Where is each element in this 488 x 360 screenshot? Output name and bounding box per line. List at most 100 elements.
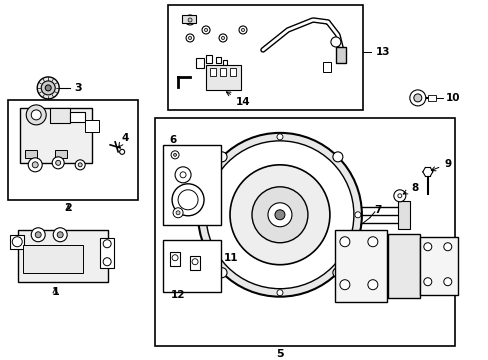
Bar bbox=[55, 150, 67, 158]
Circle shape bbox=[330, 37, 340, 47]
Text: 4: 4 bbox=[119, 133, 128, 147]
Circle shape bbox=[185, 34, 194, 42]
Circle shape bbox=[423, 278, 431, 286]
Text: 1: 1 bbox=[51, 287, 59, 297]
Circle shape bbox=[56, 160, 61, 165]
Circle shape bbox=[188, 18, 192, 22]
Text: 14: 14 bbox=[226, 92, 250, 107]
Circle shape bbox=[423, 243, 431, 251]
Bar bbox=[50, 108, 70, 123]
Circle shape bbox=[78, 163, 82, 167]
Bar bbox=[397, 201, 409, 229]
Bar bbox=[334, 230, 386, 302]
Circle shape bbox=[41, 81, 55, 95]
Bar bbox=[18, 230, 108, 282]
Circle shape bbox=[52, 157, 64, 169]
Circle shape bbox=[443, 243, 451, 251]
Bar bbox=[419, 237, 457, 295]
Bar bbox=[190, 256, 200, 270]
Text: 11: 11 bbox=[224, 253, 238, 263]
Circle shape bbox=[239, 26, 246, 34]
Bar bbox=[10, 235, 24, 249]
Circle shape bbox=[178, 190, 198, 210]
Circle shape bbox=[26, 105, 46, 125]
Circle shape bbox=[199, 212, 204, 218]
Circle shape bbox=[354, 212, 360, 218]
Circle shape bbox=[367, 280, 377, 290]
Text: 10: 10 bbox=[445, 93, 459, 103]
Circle shape bbox=[35, 232, 41, 238]
Circle shape bbox=[75, 160, 85, 170]
Circle shape bbox=[339, 280, 349, 290]
Text: 7: 7 bbox=[373, 205, 381, 215]
Bar bbox=[335, 47, 345, 63]
Bar bbox=[163, 145, 221, 225]
Circle shape bbox=[28, 158, 42, 172]
Bar bbox=[223, 60, 226, 65]
Text: 12: 12 bbox=[170, 290, 185, 300]
Circle shape bbox=[267, 203, 291, 227]
Circle shape bbox=[251, 187, 307, 243]
Circle shape bbox=[276, 134, 283, 140]
Bar bbox=[20, 108, 92, 163]
Bar bbox=[100, 238, 114, 268]
Circle shape bbox=[31, 110, 41, 120]
Circle shape bbox=[397, 194, 401, 198]
Circle shape bbox=[221, 36, 224, 40]
Circle shape bbox=[219, 34, 226, 42]
Circle shape bbox=[172, 255, 178, 261]
Bar bbox=[168, 5, 362, 110]
Bar bbox=[163, 240, 221, 292]
Circle shape bbox=[205, 141, 353, 289]
Circle shape bbox=[229, 165, 329, 265]
Text: 2: 2 bbox=[64, 203, 72, 213]
Circle shape bbox=[37, 77, 59, 99]
Circle shape bbox=[175, 167, 191, 183]
Circle shape bbox=[393, 190, 405, 202]
Bar bbox=[205, 55, 212, 63]
Bar bbox=[70, 112, 85, 122]
Text: 5: 5 bbox=[276, 348, 283, 359]
Circle shape bbox=[339, 237, 349, 247]
Circle shape bbox=[198, 133, 361, 297]
Bar bbox=[196, 58, 203, 68]
Circle shape bbox=[57, 232, 63, 238]
Circle shape bbox=[241, 28, 244, 32]
Circle shape bbox=[184, 15, 195, 25]
Bar bbox=[182, 15, 196, 23]
Circle shape bbox=[103, 258, 111, 266]
Circle shape bbox=[276, 290, 283, 296]
Bar bbox=[23, 245, 83, 273]
Circle shape bbox=[217, 152, 226, 162]
Bar bbox=[205, 65, 241, 90]
Bar bbox=[210, 68, 216, 76]
Circle shape bbox=[31, 228, 45, 242]
Circle shape bbox=[173, 208, 183, 218]
Circle shape bbox=[332, 152, 342, 162]
Circle shape bbox=[45, 85, 51, 91]
Bar bbox=[322, 62, 330, 72]
Circle shape bbox=[409, 90, 425, 106]
Text: 6: 6 bbox=[169, 135, 176, 145]
Bar bbox=[229, 68, 236, 76]
Circle shape bbox=[443, 278, 451, 286]
Circle shape bbox=[32, 162, 38, 168]
Bar bbox=[170, 252, 180, 266]
Circle shape bbox=[204, 28, 207, 32]
Circle shape bbox=[367, 237, 377, 247]
Circle shape bbox=[180, 172, 185, 178]
Bar bbox=[155, 118, 454, 346]
Circle shape bbox=[332, 268, 342, 278]
Text: 3: 3 bbox=[74, 83, 82, 93]
Bar bbox=[387, 234, 419, 298]
Bar bbox=[8, 100, 138, 200]
Bar bbox=[220, 68, 225, 76]
Circle shape bbox=[171, 151, 179, 159]
Bar bbox=[427, 95, 435, 101]
Circle shape bbox=[172, 184, 203, 216]
Circle shape bbox=[188, 36, 191, 40]
Circle shape bbox=[173, 153, 176, 156]
Circle shape bbox=[274, 210, 285, 220]
Bar bbox=[85, 120, 99, 132]
Circle shape bbox=[12, 237, 22, 247]
